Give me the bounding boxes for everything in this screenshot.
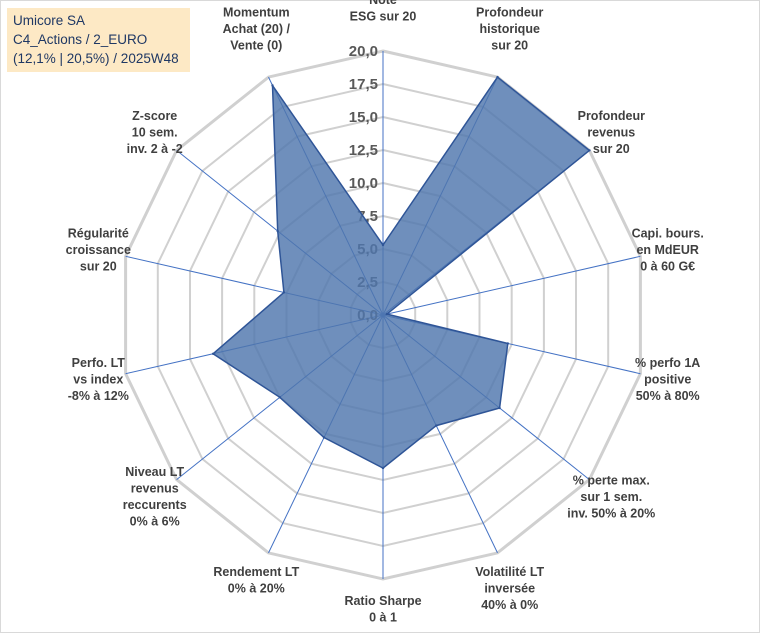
axis-label-11: Régularité croissance sur 20 bbox=[66, 226, 131, 273]
axis-label-12: Z-score 10 sem. inv. 2 à -2 bbox=[127, 109, 183, 156]
chart-title-company: Umicore SA bbox=[13, 13, 86, 28]
data-point-1 bbox=[496, 75, 499, 79]
data-point-4 bbox=[506, 342, 509, 345]
axis-label-10: Perfo. LT vs index -8% à 12% bbox=[68, 356, 129, 403]
axis-label-1: Profondeur historique sur 20 bbox=[476, 5, 543, 52]
data-point-13 bbox=[271, 84, 274, 87]
data-point-7 bbox=[381, 466, 385, 470]
axis-label-13: Momentum Achat (20) / Vente (0) bbox=[223, 5, 291, 52]
axis-label-3: Capi. bours. en MdEUR 0 à 60 G€ bbox=[632, 226, 704, 273]
tick-label-8: 20,0 bbox=[349, 43, 378, 60]
axis-label-9: Niveau LT revenus reccurents 0% à 6% bbox=[123, 465, 187, 528]
spoke-3 bbox=[382, 255, 641, 316]
axis-labels: Note ESG sur 20 Profondeur historique sur 20… bbox=[66, 0, 704, 625]
chart-title-stats: (12,1% | 20,5%) / 2025W48 bbox=[13, 51, 179, 66]
data-point-9 bbox=[278, 396, 281, 399]
data-point-0 bbox=[381, 243, 385, 247]
axis-label-8: Rendement LT 0% à 20% bbox=[213, 565, 299, 596]
data-point-8 bbox=[322, 436, 326, 439]
data-point-2 bbox=[588, 149, 591, 152]
data-point-6 bbox=[435, 424, 438, 427]
axis-label-4: % perfo 1A positive 50% à 80% bbox=[635, 356, 700, 403]
series-area-0 bbox=[211, 76, 591, 469]
tick-label-6: 15,0 bbox=[349, 109, 378, 126]
axis-label-6: Volatilité LT inversée 40% à 0% bbox=[475, 565, 544, 612]
data-point-5 bbox=[498, 406, 501, 410]
series-layer bbox=[211, 75, 591, 470]
tick-label-7: 17,5 bbox=[349, 76, 378, 93]
tick-label-5: 12,5 bbox=[349, 142, 378, 159]
axis-label-2: Profondeur revenus sur 20 bbox=[578, 109, 645, 156]
axis-label-5: % perte max. sur 1 sem. inv. 50% à 20% bbox=[567, 473, 655, 520]
data-point-10 bbox=[211, 352, 215, 355]
chart-title-box: Umicore SA C4_Actions / 2_EURO (12,1% | … bbox=[7, 8, 190, 72]
axis-label-7: Ratio Sharpe 0 à 1 bbox=[344, 594, 421, 625]
data-point-3 bbox=[385, 312, 389, 316]
chart-title-category: C4_Actions / 2_EURO bbox=[13, 32, 148, 47]
data-point-11 bbox=[282, 291, 286, 294]
data-point-12 bbox=[276, 229, 279, 233]
tick-label-4: 10,0 bbox=[349, 175, 378, 192]
axis-label-0: Note ESG sur 20 bbox=[350, 0, 417, 24]
